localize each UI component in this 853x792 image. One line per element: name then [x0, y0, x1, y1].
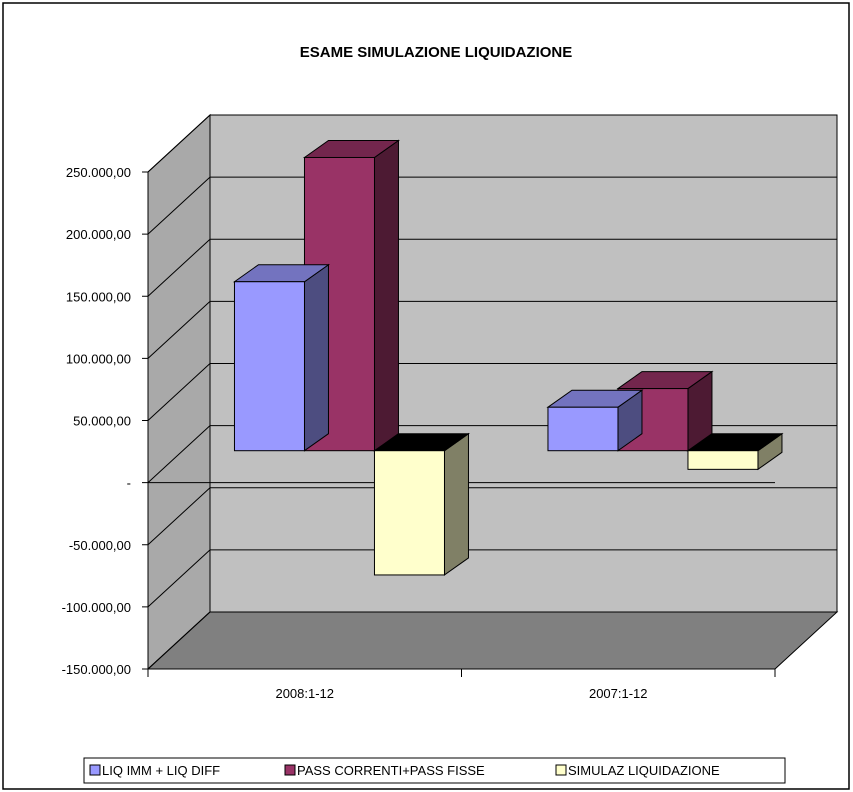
bar-side: [443, 432, 469, 576]
y-tick-label: 150.000,00: [66, 289, 131, 304]
y-tick-label: 200.000,00: [66, 227, 131, 242]
bar[interactable]: [373, 450, 445, 576]
legend-entry: PASS CORRENTI+PASS FISSE: [297, 763, 485, 778]
floor: [146, 611, 839, 670]
y-tick-label: -: [127, 476, 131, 491]
legend-swatch: [89, 764, 101, 776]
gridline: [147, 487, 837, 546]
legend-swatch: [284, 764, 296, 776]
bar-side: [303, 263, 329, 452]
x-tick-label: 2007:1-12: [589, 686, 648, 701]
legend-swatch: [555, 764, 567, 776]
bar-side: [373, 139, 399, 452]
gridline: [147, 611, 837, 670]
legend-entry: SIMULAZ LIQUIDAZIONE: [568, 763, 720, 778]
y-tick-label: -100.000,00: [62, 600, 131, 615]
y-tick-label: -150.000,00: [62, 662, 131, 677]
gridline: [147, 238, 837, 297]
bar[interactable]: [233, 281, 305, 452]
plot-area: 250.000,00 200.000,00 150.000,00 100.000,00…: [62, 113, 839, 701]
gridline: [147, 176, 837, 235]
legend-box: [83, 757, 786, 784]
chart-title: ESAME SIMULAZIONE LIQUIDAZIONE: [300, 44, 573, 61]
y-tick-label: 250.000,00: [66, 165, 131, 180]
legend: LIQ IMM + LIQ DIFF PASS CORRENTI+PASS FIS…: [83, 757, 786, 784]
y-tick-label: -50.000,00: [69, 538, 131, 553]
gridline: [147, 114, 837, 173]
gridline: [147, 300, 837, 359]
gridline: [147, 363, 837, 421]
x-tick-label: 2008:1-12: [275, 686, 334, 701]
legend-entry: LIQ IMM + LIQ DIFF: [102, 763, 220, 778]
gridline: [147, 549, 837, 608]
bar[interactable]: [687, 450, 759, 470]
y-tick-label: 50.000,00: [73, 414, 131, 429]
bar[interactable]: [547, 406, 619, 452]
y-tick-label: 100.000,00: [66, 351, 131, 366]
